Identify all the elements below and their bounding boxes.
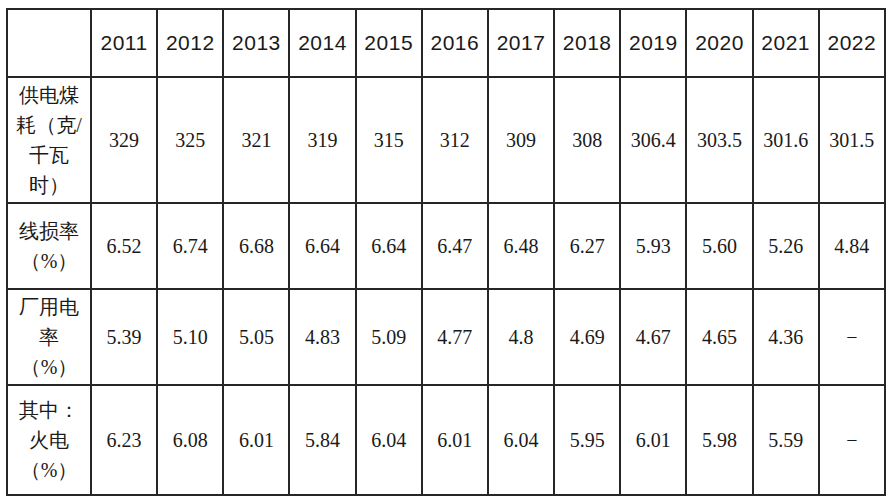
- table-cell: 308: [554, 77, 620, 203]
- table-cell: 5.95: [554, 385, 620, 495]
- table-cell: 5.60: [686, 203, 752, 289]
- table-cell: 6.48: [488, 203, 554, 289]
- document-page: 2011201220132014201520162017201820192020…: [0, 0, 892, 498]
- table-cell: 315: [356, 77, 422, 203]
- row-label: 线损率（%）: [7, 203, 91, 289]
- table-cell: 6.01: [223, 385, 289, 495]
- year-header-2020: 2020: [686, 9, 752, 77]
- table-cell: 6.74: [157, 203, 223, 289]
- row-label: 厂用电率（%）: [7, 289, 91, 385]
- table-cell: −: [819, 385, 885, 495]
- table-cell: 4.8: [488, 289, 554, 385]
- year-header-2014: 2014: [289, 9, 355, 77]
- table-cell: 4.36: [753, 289, 819, 385]
- table-cell: 6.47: [422, 203, 488, 289]
- row-label: 其中：火电（%）: [7, 385, 91, 495]
- table-cell: 4.69: [554, 289, 620, 385]
- table-cell: 321: [223, 77, 289, 203]
- year-header-2011: 2011: [91, 9, 157, 77]
- table-cell: 6.68: [223, 203, 289, 289]
- corner-cell: [7, 9, 91, 77]
- table-cell: 6.01: [422, 385, 488, 495]
- row-label: 供电煤耗（克/千瓦时）: [7, 77, 91, 203]
- header-row: 2011201220132014201520162017201820192020…: [7, 9, 885, 77]
- table-cell: 5.98: [686, 385, 752, 495]
- table-cell: 6.27: [554, 203, 620, 289]
- table-cell: 312: [422, 77, 488, 203]
- year-header-2017: 2017: [488, 9, 554, 77]
- year-header-2021: 2021: [753, 9, 819, 77]
- table-cell: 5.93: [620, 203, 686, 289]
- table-cell: 6.04: [488, 385, 554, 495]
- table-body: 供电煤耗（克/千瓦时）329325321319315312309308306.4…: [7, 77, 885, 495]
- year-header-2015: 2015: [356, 9, 422, 77]
- table-cell: 303.5: [686, 77, 752, 203]
- table-cell: 5.39: [91, 289, 157, 385]
- table-cell: −: [819, 289, 885, 385]
- table-cell: 6.52: [91, 203, 157, 289]
- table-cell: 5.05: [223, 289, 289, 385]
- table-cell: 306.4: [620, 77, 686, 203]
- year-header-2018: 2018: [554, 9, 620, 77]
- table-header: 2011201220132014201520162017201820192020…: [7, 9, 885, 77]
- year-header-2013: 2013: [223, 9, 289, 77]
- table-cell: 5.09: [356, 289, 422, 385]
- year-header-2019: 2019: [620, 9, 686, 77]
- table-cell: 4.65: [686, 289, 752, 385]
- table-row: 厂用电率（%）5.395.105.054.835.094.774.84.694.…: [7, 289, 885, 385]
- year-header-2016: 2016: [422, 9, 488, 77]
- table-row: 供电煤耗（克/千瓦时）329325321319315312309308306.4…: [7, 77, 885, 203]
- table-cell: 319: [289, 77, 355, 203]
- year-header-2012: 2012: [157, 9, 223, 77]
- table-cell: 325: [157, 77, 223, 203]
- table-cell: 5.26: [753, 203, 819, 289]
- table-cell: 6.04: [356, 385, 422, 495]
- table-row: 其中：火电（%）6.236.086.015.846.046.016.045.95…: [7, 385, 885, 495]
- table-cell: 5.59: [753, 385, 819, 495]
- table-cell: 301.6: [753, 77, 819, 203]
- table-cell: 301.5: [819, 77, 885, 203]
- table-cell: 6.08: [157, 385, 223, 495]
- table-cell: 6.23: [91, 385, 157, 495]
- table-cell: 5.84: [289, 385, 355, 495]
- table-cell: 309: [488, 77, 554, 203]
- table-cell: 329: [91, 77, 157, 203]
- table-cell: 6.64: [356, 203, 422, 289]
- year-header-2022: 2022: [819, 9, 885, 77]
- table-cell: 4.67: [620, 289, 686, 385]
- table-cell: 4.83: [289, 289, 355, 385]
- table-cell: 4.84: [819, 203, 885, 289]
- table-cell: 6.64: [289, 203, 355, 289]
- table-row: 线损率（%）6.526.746.686.646.646.476.486.275.…: [7, 203, 885, 289]
- statistics-table: 2011201220132014201520162017201820192020…: [6, 8, 886, 496]
- table-cell: 5.10: [157, 289, 223, 385]
- table-cell: 4.77: [422, 289, 488, 385]
- table-cell: 6.01: [620, 385, 686, 495]
